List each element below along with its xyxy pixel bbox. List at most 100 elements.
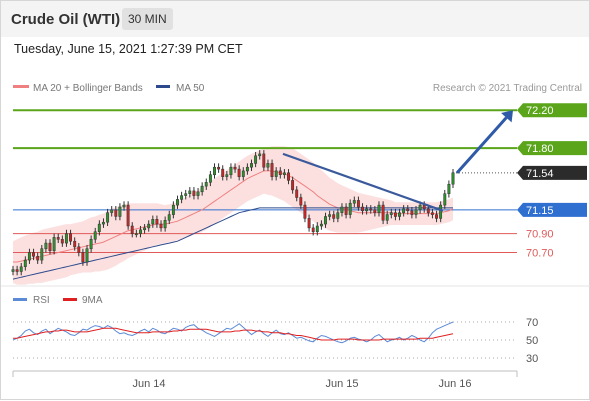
level-tag-71-15 <box>517 202 587 217</box>
candle-body <box>60 239 64 244</box>
rsi-series-rsi <box>12 321 454 344</box>
rsi-legend: RSI 9MA <box>13 295 103 306</box>
candle-body <box>328 214 332 217</box>
candle-body <box>389 212 393 215</box>
candle-body <box>126 204 130 227</box>
ma9-legend-swatch <box>63 298 77 301</box>
candle-body <box>48 242 52 251</box>
candle-body <box>352 200 356 204</box>
candle-body <box>225 174 229 177</box>
candle-body <box>208 174 212 183</box>
candle-body <box>332 214 336 219</box>
level-label-70-9: 70.90 <box>526 229 554 241</box>
candle-body <box>426 208 430 213</box>
level-label-71-54: 71.54 <box>526 168 554 180</box>
x-tick-jun16: Jun 16 <box>438 378 471 390</box>
candle-body <box>439 204 443 219</box>
candle-body <box>40 248 44 261</box>
candle-body <box>176 199 179 206</box>
candle-body <box>324 216 327 225</box>
candle-body <box>188 190 192 194</box>
candle-body <box>167 214 171 221</box>
level-tag-71-8 <box>517 141 587 156</box>
instrument-title: Crude Oil (WTI) <box>11 11 121 28</box>
trendline <box>282 152 444 212</box>
level-label-72-2: 72.20 <box>526 105 554 117</box>
candle-body <box>430 212 434 215</box>
candle-body <box>52 237 56 251</box>
candle-body <box>85 248 89 263</box>
copyright-text: Research © 2021 Trading Central <box>433 83 582 94</box>
candle-body <box>254 155 258 164</box>
candle-body <box>196 191 200 196</box>
candle-body <box>311 227 315 232</box>
candle-body <box>151 219 155 225</box>
candle-body <box>27 252 31 261</box>
timestamp: Tuesday, June 15, 2021 1:27:39 PM CET <box>14 42 243 56</box>
candle-body <box>237 168 241 177</box>
ma9-legend-label: 9MA <box>82 295 103 306</box>
rsi-legend-label: RSI <box>33 295 50 306</box>
candle-body <box>64 233 68 244</box>
candle-body <box>278 170 282 175</box>
candle-body <box>422 204 426 210</box>
candle-body <box>340 206 344 213</box>
candle-body <box>106 212 110 223</box>
level-label-71-8: 71.80 <box>526 143 554 155</box>
candle-body <box>443 193 447 206</box>
candle-body <box>147 223 151 229</box>
candle-body <box>303 204 307 219</box>
candle-body <box>233 166 237 170</box>
ma20-legend-swatch <box>13 85 29 88</box>
candle-body <box>385 214 389 221</box>
candle-body <box>163 220 167 229</box>
candle-body <box>213 166 216 176</box>
candle-body <box>344 206 348 215</box>
candle-body <box>184 193 188 196</box>
candle-body <box>97 223 101 232</box>
candle-body <box>274 170 278 177</box>
candle-body <box>398 212 401 217</box>
candle-body <box>393 212 397 217</box>
level-tag-72-2 <box>517 103 587 118</box>
candle-body <box>192 190 196 196</box>
candle-body <box>447 183 451 194</box>
candle-body <box>19 266 23 272</box>
price-panel: 72.20 71.80 71.54 71.15 70.90 70.70 <box>11 103 587 285</box>
candle-body <box>451 172 455 185</box>
candle-body <box>221 168 225 177</box>
candle-body <box>159 223 163 229</box>
candle-body <box>258 153 262 157</box>
price-legend: MA 20 + Bollinger Bands MA 50 <box>13 83 205 94</box>
candle-body <box>373 209 377 213</box>
candle-body <box>77 246 81 253</box>
rsi-series-9ma <box>13 327 454 341</box>
forecast-arrow-head <box>501 110 513 123</box>
level-label-70-7: 70.70 <box>526 248 554 260</box>
x-tick-jun14: Jun 14 <box>132 378 165 390</box>
candle-body <box>361 206 364 212</box>
x-tick-jun15: Jun 15 <box>325 378 358 390</box>
level-tag-71-54 <box>517 165 587 180</box>
candle-body <box>15 269 19 272</box>
timeframe-badge[interactable]: 30 MIN <box>122 8 173 30</box>
ma20-legend-label: MA 20 + Bollinger Bands <box>33 83 143 94</box>
rsi-legend-swatch <box>13 298 27 301</box>
candle-body <box>299 197 303 206</box>
candle-body <box>315 225 319 232</box>
ma50-legend-label: MA 50 <box>176 83 205 94</box>
candle-body <box>118 206 122 217</box>
candle-body <box>402 208 406 213</box>
candle-body <box>410 210 414 215</box>
rsi-tick-70: 70 <box>526 317 538 329</box>
candle-body <box>101 221 105 225</box>
candle-body <box>171 204 175 215</box>
candle-body <box>155 219 159 225</box>
candle-body <box>270 163 274 177</box>
candle-body <box>369 208 373 211</box>
candle-body <box>200 185 204 193</box>
candle-body <box>122 204 126 208</box>
candle-body <box>291 180 295 191</box>
candle-body <box>365 208 369 212</box>
